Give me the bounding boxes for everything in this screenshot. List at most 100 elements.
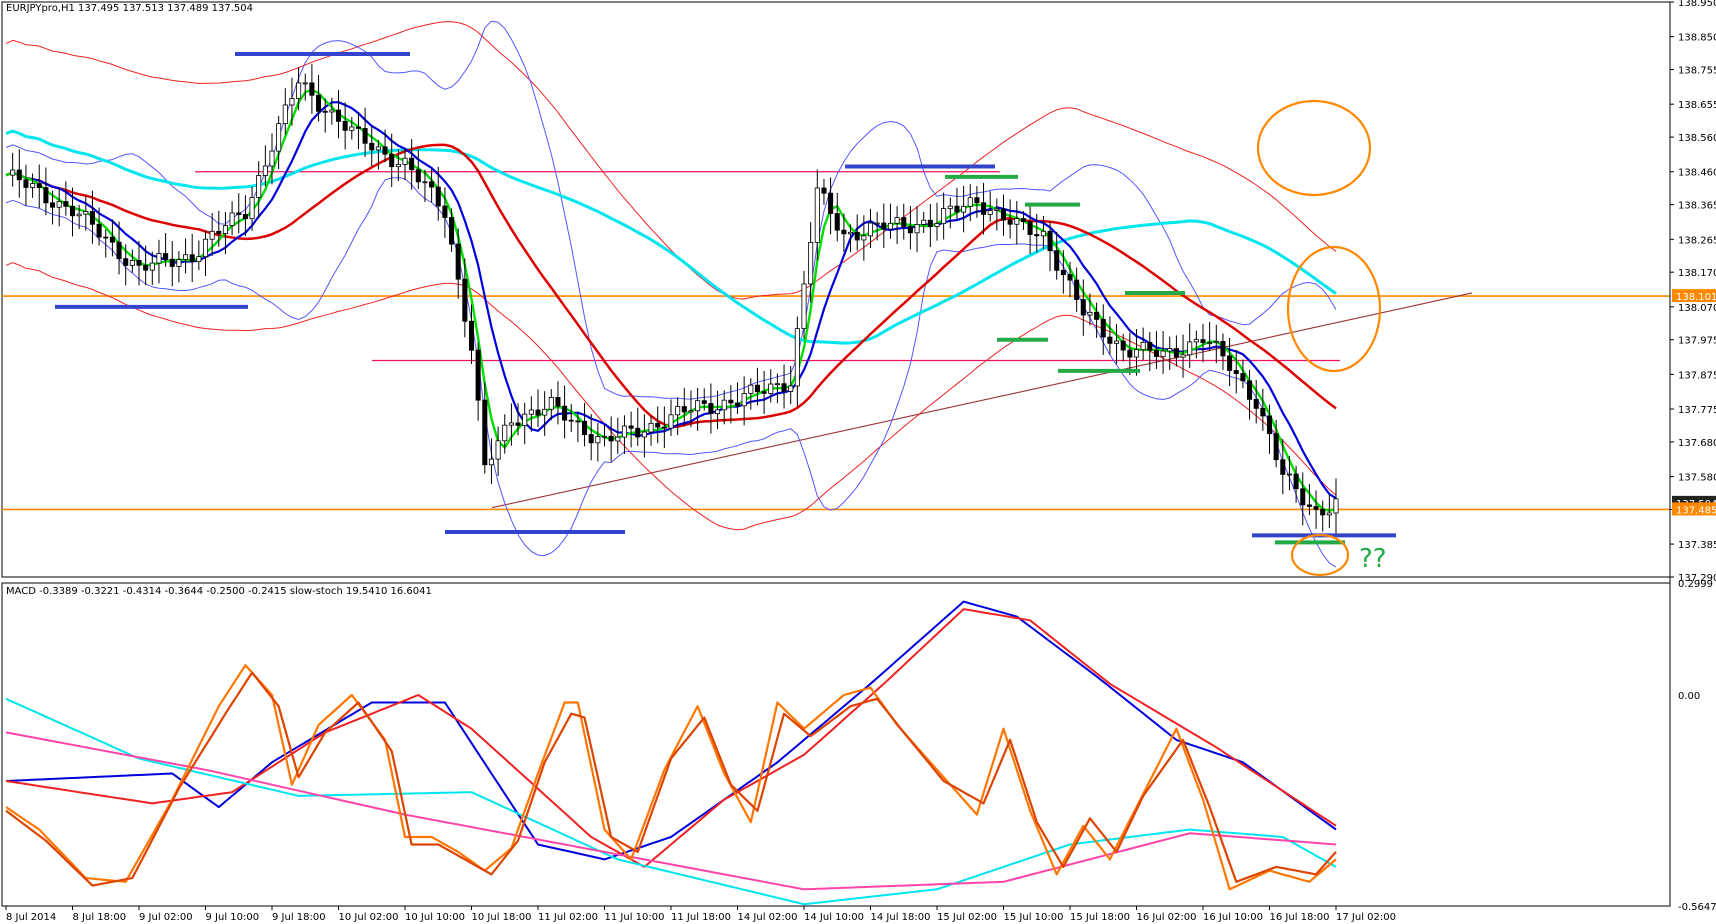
- candle-body: [189, 254, 195, 263]
- candle-body: [342, 120, 348, 131]
- candle-body: [595, 436, 601, 444]
- candle-body: [1127, 349, 1133, 358]
- candle-body: [522, 413, 528, 426]
- price-label-box: [1672, 502, 1716, 516]
- candle-body: [229, 212, 235, 226]
- candle-body: [236, 212, 242, 215]
- candle-body: [56, 201, 62, 208]
- candle-body: [502, 424, 508, 442]
- candle-body: [96, 223, 102, 238]
- candle-body: [615, 436, 621, 442]
- candle-body: [249, 197, 255, 220]
- candle-body: [954, 205, 960, 213]
- candle-body: [741, 393, 747, 407]
- candle-body: [69, 205, 76, 217]
- candle-body: [582, 420, 588, 435]
- candle-body: [715, 409, 721, 414]
- candle-body: [861, 235, 867, 241]
- candle-body: [1007, 219, 1013, 225]
- candle-body: [542, 408, 548, 416]
- candle-body: [296, 82, 302, 99]
- candle-body: [395, 164, 401, 168]
- price-layer: [2, 20, 1670, 577]
- candle-body: [216, 230, 222, 234]
- candle-body: [575, 420, 581, 423]
- candle-body: [163, 253, 169, 260]
- question-annotation: ??: [1359, 544, 1387, 574]
- candle-body: [369, 142, 375, 151]
- candle-body: [169, 258, 175, 267]
- candle-body: [83, 210, 89, 215]
- candle-body: [143, 264, 149, 271]
- candle-body: [914, 224, 920, 234]
- price-tick-label: 137.875: [1678, 370, 1716, 381]
- candle-body: [1080, 299, 1086, 316]
- candle-body: [289, 98, 295, 106]
- candle-body: [821, 187, 827, 194]
- candle-body: [196, 256, 202, 263]
- price-tick-label: 138.850: [1678, 33, 1716, 44]
- candle-body: [429, 181, 435, 188]
- candle-body: [322, 110, 328, 113]
- candle-body: [89, 210, 95, 225]
- candle-body: [329, 109, 335, 113]
- candle-body: [921, 219, 927, 225]
- candle-body: [1320, 509, 1326, 516]
- candle-body: [761, 391, 767, 394]
- candle-body: [601, 435, 608, 438]
- candle-body: [894, 217, 900, 224]
- candle-body: [475, 349, 481, 401]
- candle-body: [1160, 350, 1166, 357]
- candle-body: [1300, 488, 1306, 506]
- candle-body: [828, 192, 834, 214]
- candle-body: [282, 104, 288, 125]
- candle-body: [874, 222, 880, 225]
- envelope-upper: [5, 21, 1337, 300]
- candle-body: [661, 426, 667, 429]
- candle-body: [1293, 473, 1299, 490]
- candle-body: [841, 229, 847, 235]
- main-chart-header: EURJPYpro,H1 137.495 137.513 137.489 137…: [6, 3, 253, 14]
- candle-body: [1054, 250, 1060, 271]
- candle-body: [1173, 348, 1179, 358]
- time-tick-label: 11 Jul 10:00: [605, 912, 665, 923]
- candle-body: [136, 259, 142, 266]
- candle-body: [455, 243, 461, 280]
- time-tick-label: 16 Jul 02:00: [1137, 912, 1197, 923]
- price-tick-label: 137.580: [1678, 473, 1716, 484]
- candle-body: [887, 222, 893, 230]
- candle-body: [50, 202, 56, 208]
- candle-body: [262, 165, 268, 176]
- price-tick-label: 138.560: [1678, 133, 1716, 144]
- indicator-series-line: [5, 671, 1337, 887]
- candle-body: [535, 409, 541, 416]
- candle-body: [1286, 473, 1292, 476]
- candle-body: [349, 126, 355, 131]
- candle-body: [1313, 506, 1319, 510]
- candle-body: [1147, 341, 1153, 351]
- time-tick-label: 11 Jul 02:00: [538, 912, 598, 923]
- candle-body: [781, 383, 787, 392]
- candle-body: [788, 385, 794, 392]
- candle-body: [981, 202, 987, 215]
- candle-body: [941, 208, 947, 224]
- indicator-tick-label: 0.00: [1678, 691, 1700, 702]
- candle-body: [10, 169, 16, 176]
- price-tick-label: 138.755: [1678, 66, 1716, 77]
- time-tick-label: 9 Jul 18:00: [272, 912, 326, 923]
- candle-body: [1107, 336, 1113, 344]
- candle-body: [449, 217, 455, 245]
- candle-body: [488, 458, 494, 466]
- candle-body: [508, 422, 514, 426]
- candle-body: [728, 399, 734, 404]
- candle-body: [123, 258, 129, 266]
- candle-body: [1240, 373, 1246, 382]
- candle-body: [16, 169, 22, 181]
- candle-body: [648, 422, 654, 433]
- highlight-circle: [1286, 245, 1382, 373]
- candle-body: [655, 422, 661, 428]
- time-tick-label: 15 Jul 18:00: [1070, 912, 1130, 923]
- candle-body: [36, 183, 42, 188]
- indicator-series-line: [5, 600, 1337, 861]
